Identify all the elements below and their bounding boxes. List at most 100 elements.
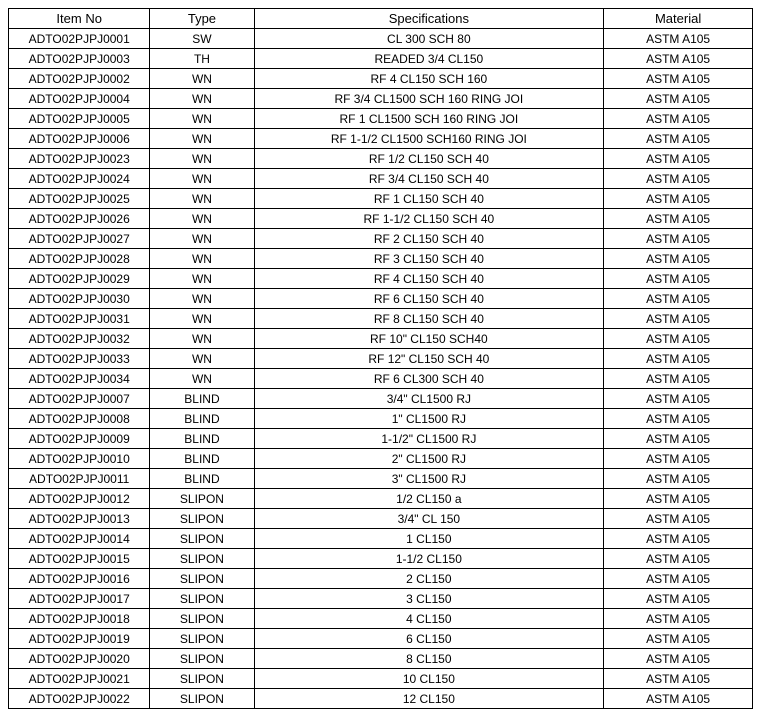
cell-specifications: RF 1 CL150 SCH 40 bbox=[254, 189, 604, 209]
cell-item-no: ADTO02PJPJ0015 bbox=[9, 549, 150, 569]
cell-specifications: RF 1-1/2 CL1500 SCH160 RING JOI bbox=[254, 129, 604, 149]
cell-material: ASTM A105 bbox=[604, 429, 753, 449]
cell-item-no: ADTO02PJPJ0032 bbox=[9, 329, 150, 349]
cell-type: WN bbox=[150, 169, 254, 189]
table-row: ADTO02PJPJ0011BLIND3" CL1500 RJASTM A105 bbox=[9, 469, 753, 489]
cell-material: ASTM A105 bbox=[604, 689, 753, 709]
table-row: ADTO02PJPJ0006WNRF 1-1/2 CL1500 SCH160 R… bbox=[9, 129, 753, 149]
table-row: ADTO02PJPJ0032WNRF 10" CL150 SCH40ASTM A… bbox=[9, 329, 753, 349]
cell-type: WN bbox=[150, 149, 254, 169]
cell-specifications: 2 CL150 bbox=[254, 569, 604, 589]
cell-type: BLIND bbox=[150, 389, 254, 409]
cell-specifications: RF 1 CL1500 SCH 160 RING JOI bbox=[254, 109, 604, 129]
cell-item-no: ADTO02PJPJ0013 bbox=[9, 509, 150, 529]
cell-item-no: ADTO02PJPJ0020 bbox=[9, 649, 150, 669]
cell-specifications: 1/2 CL150 a bbox=[254, 489, 604, 509]
cell-item-no: ADTO02PJPJ0022 bbox=[9, 689, 150, 709]
table-row: ADTO02PJPJ0009BLIND1-1/2" CL1500 RJASTM … bbox=[9, 429, 753, 449]
cell-specifications: READED 3/4 CL150 bbox=[254, 49, 604, 69]
cell-material: ASTM A105 bbox=[604, 549, 753, 569]
cell-material: ASTM A105 bbox=[604, 89, 753, 109]
cell-type: WN bbox=[150, 349, 254, 369]
cell-specifications: 10 CL150 bbox=[254, 669, 604, 689]
cell-material: ASTM A105 bbox=[604, 329, 753, 349]
table-row: ADTO02PJPJ0016SLIPON2 CL150ASTM A105 bbox=[9, 569, 753, 589]
cell-type: WN bbox=[150, 129, 254, 149]
cell-type: WN bbox=[150, 89, 254, 109]
cell-item-no: ADTO02PJPJ0034 bbox=[9, 369, 150, 389]
cell-material: ASTM A105 bbox=[604, 29, 753, 49]
cell-item-no: ADTO02PJPJ0009 bbox=[9, 429, 150, 449]
cell-item-no: ADTO02PJPJ0005 bbox=[9, 109, 150, 129]
cell-type: SLIPON bbox=[150, 669, 254, 689]
cell-item-no: ADTO02PJPJ0001 bbox=[9, 29, 150, 49]
cell-type: WN bbox=[150, 249, 254, 269]
table-row: ADTO02PJPJ0024WNRF 3/4 CL150 SCH 40ASTM … bbox=[9, 169, 753, 189]
cell-specifications: RF 12" CL150 SCH 40 bbox=[254, 349, 604, 369]
table-row: ADTO02PJPJ0007BLIND3/4" CL1500 RJASTM A1… bbox=[9, 389, 753, 409]
cell-type: SLIPON bbox=[150, 569, 254, 589]
cell-material: ASTM A105 bbox=[604, 469, 753, 489]
cell-type: WN bbox=[150, 369, 254, 389]
table-row: ADTO02PJPJ0008BLIND1" CL1500 RJASTM A105 bbox=[9, 409, 753, 429]
cell-item-no: ADTO02PJPJ0029 bbox=[9, 269, 150, 289]
cell-item-no: ADTO02PJPJ0017 bbox=[9, 589, 150, 609]
table-row: ADTO02PJPJ0028WNRF 3 CL150 SCH 40ASTM A1… bbox=[9, 249, 753, 269]
cell-type: SLIPON bbox=[150, 549, 254, 569]
cell-material: ASTM A105 bbox=[604, 49, 753, 69]
cell-type: WN bbox=[150, 209, 254, 229]
cell-type: SLIPON bbox=[150, 689, 254, 709]
cell-item-no: ADTO02PJPJ0021 bbox=[9, 669, 150, 689]
cell-specifications: RF 3 CL150 SCH 40 bbox=[254, 249, 604, 269]
table-row: ADTO02PJPJ0026WNRF 1-1/2 CL150 SCH 40AST… bbox=[9, 209, 753, 229]
cell-item-no: ADTO02PJPJ0008 bbox=[9, 409, 150, 429]
cell-material: ASTM A105 bbox=[604, 189, 753, 209]
cell-type: TH bbox=[150, 49, 254, 69]
cell-type: WN bbox=[150, 309, 254, 329]
cell-type: SLIPON bbox=[150, 629, 254, 649]
cell-item-no: ADTO02PJPJ0014 bbox=[9, 529, 150, 549]
cell-item-no: ADTO02PJPJ0027 bbox=[9, 229, 150, 249]
cell-material: ASTM A105 bbox=[604, 449, 753, 469]
cell-material: ASTM A105 bbox=[604, 629, 753, 649]
cell-material: ASTM A105 bbox=[604, 169, 753, 189]
cell-material: ASTM A105 bbox=[604, 129, 753, 149]
cell-item-no: ADTO02PJPJ0003 bbox=[9, 49, 150, 69]
header-material: Material bbox=[604, 9, 753, 29]
cell-type: SLIPON bbox=[150, 509, 254, 529]
cell-specifications: 3/4" CL1500 RJ bbox=[254, 389, 604, 409]
table-row: ADTO02PJPJ0004WNRF 3/4 CL1500 SCH 160 RI… bbox=[9, 89, 753, 109]
cell-type: SLIPON bbox=[150, 529, 254, 549]
table-row: ADTO02PJPJ0027WNRF 2 CL150 SCH 40ASTM A1… bbox=[9, 229, 753, 249]
cell-material: ASTM A105 bbox=[604, 109, 753, 129]
cell-material: ASTM A105 bbox=[604, 369, 753, 389]
cell-material: ASTM A105 bbox=[604, 409, 753, 429]
cell-item-no: ADTO02PJPJ0031 bbox=[9, 309, 150, 329]
table-row: ADTO02PJPJ0003THREADED 3/4 CL150ASTM A10… bbox=[9, 49, 753, 69]
cell-item-no: ADTO02PJPJ0028 bbox=[9, 249, 150, 269]
cell-material: ASTM A105 bbox=[604, 529, 753, 549]
cell-type: WN bbox=[150, 269, 254, 289]
table-row: ADTO02PJPJ0012SLIPON1/2 CL150 aASTM A105 bbox=[9, 489, 753, 509]
table-row: ADTO02PJPJ0020SLIPON8 CL150ASTM A105 bbox=[9, 649, 753, 669]
cell-specifications: 3/4" CL 150 bbox=[254, 509, 604, 529]
cell-type: WN bbox=[150, 329, 254, 349]
cell-material: ASTM A105 bbox=[604, 589, 753, 609]
table-row: ADTO02PJPJ0017SLIPON3 CL150ASTM A105 bbox=[9, 589, 753, 609]
cell-material: ASTM A105 bbox=[604, 209, 753, 229]
cell-material: ASTM A105 bbox=[604, 309, 753, 329]
cell-type: SLIPON bbox=[150, 489, 254, 509]
table-row: ADTO02PJPJ0029WNRF 4 CL150 SCH 40ASTM A1… bbox=[9, 269, 753, 289]
cell-type: SLIPON bbox=[150, 589, 254, 609]
cell-type: SLIPON bbox=[150, 609, 254, 629]
cell-material: ASTM A105 bbox=[604, 609, 753, 629]
flange-spec-table: Item No Type Specifications Material ADT… bbox=[8, 8, 753, 709]
table-row: ADTO02PJPJ0019SLIPON6 CL150ASTM A105 bbox=[9, 629, 753, 649]
cell-specifications: RF 6 CL300 SCH 40 bbox=[254, 369, 604, 389]
table-row: ADTO02PJPJ0025WNRF 1 CL150 SCH 40ASTM A1… bbox=[9, 189, 753, 209]
cell-item-no: ADTO02PJPJ0011 bbox=[9, 469, 150, 489]
cell-specifications: CL 300 SCH 80 bbox=[254, 29, 604, 49]
cell-type: WN bbox=[150, 229, 254, 249]
cell-item-no: ADTO02PJPJ0002 bbox=[9, 69, 150, 89]
table-row: ADTO02PJPJ0014SLIPON1 CL150ASTM A105 bbox=[9, 529, 753, 549]
